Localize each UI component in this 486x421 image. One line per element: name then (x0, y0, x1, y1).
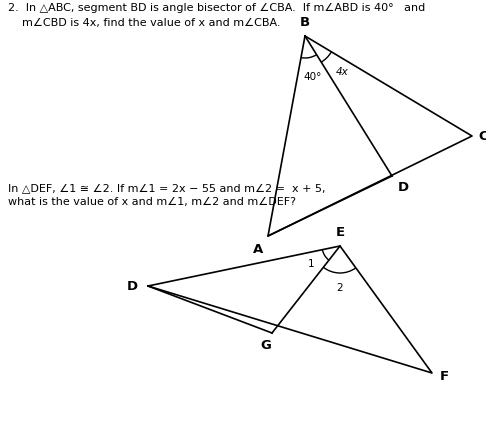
Text: D: D (398, 181, 409, 194)
Text: G: G (260, 339, 272, 352)
Text: C: C (478, 130, 486, 142)
Text: what is the value of x and m∠1, m∠2 and m∠DEF?: what is the value of x and m∠1, m∠2 and … (8, 197, 296, 207)
Text: A: A (253, 243, 263, 256)
Text: B: B (300, 16, 310, 29)
Text: 2: 2 (336, 283, 343, 293)
Text: 4x: 4x (336, 67, 348, 77)
Text: 2.  In △ABC, segment BD is angle bisector of ∠CBA.  If m∠ABD is 40°   and: 2. In △ABC, segment BD is angle bisector… (8, 3, 425, 13)
Text: 1: 1 (308, 259, 314, 269)
Text: E: E (335, 226, 345, 239)
Text: D: D (127, 280, 138, 293)
Text: m∠CBD is 4x, find the value of x and m∠CBA.: m∠CBD is 4x, find the value of x and m∠C… (8, 18, 280, 28)
Text: 40°: 40° (304, 72, 322, 82)
Text: F: F (440, 370, 449, 384)
Text: In △DEF, ∠1 ≅ ∠2. If m∠1 = 2x − 55 and m∠2 =  x + 5,: In △DEF, ∠1 ≅ ∠2. If m∠1 = 2x − 55 and m… (8, 183, 326, 193)
